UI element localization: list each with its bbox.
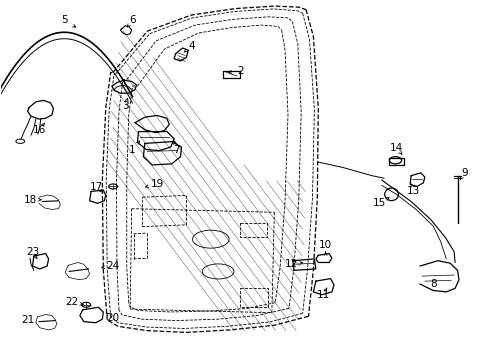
Text: 3: 3: [122, 102, 128, 112]
Text: 9: 9: [462, 168, 468, 178]
Text: 12: 12: [285, 259, 298, 269]
Text: 18: 18: [24, 195, 37, 205]
Text: 19: 19: [150, 179, 164, 189]
Text: 21: 21: [21, 315, 34, 325]
Text: 13: 13: [407, 186, 420, 196]
Text: 10: 10: [319, 239, 332, 249]
Text: 17: 17: [89, 182, 102, 192]
Text: 8: 8: [430, 279, 437, 289]
Text: 5: 5: [61, 15, 68, 26]
Text: 4: 4: [188, 41, 195, 50]
Text: 2: 2: [237, 66, 244, 76]
Text: 14: 14: [390, 143, 403, 153]
Text: 23: 23: [26, 247, 39, 257]
Text: 1: 1: [129, 144, 136, 154]
Text: 15: 15: [373, 198, 386, 208]
Text: 11: 11: [317, 290, 330, 300]
Text: 20: 20: [106, 313, 120, 323]
Text: 24: 24: [106, 261, 120, 271]
Text: 16: 16: [33, 125, 47, 135]
Text: 22: 22: [65, 297, 78, 307]
Text: 6: 6: [129, 15, 136, 26]
Text: 7: 7: [173, 144, 180, 154]
